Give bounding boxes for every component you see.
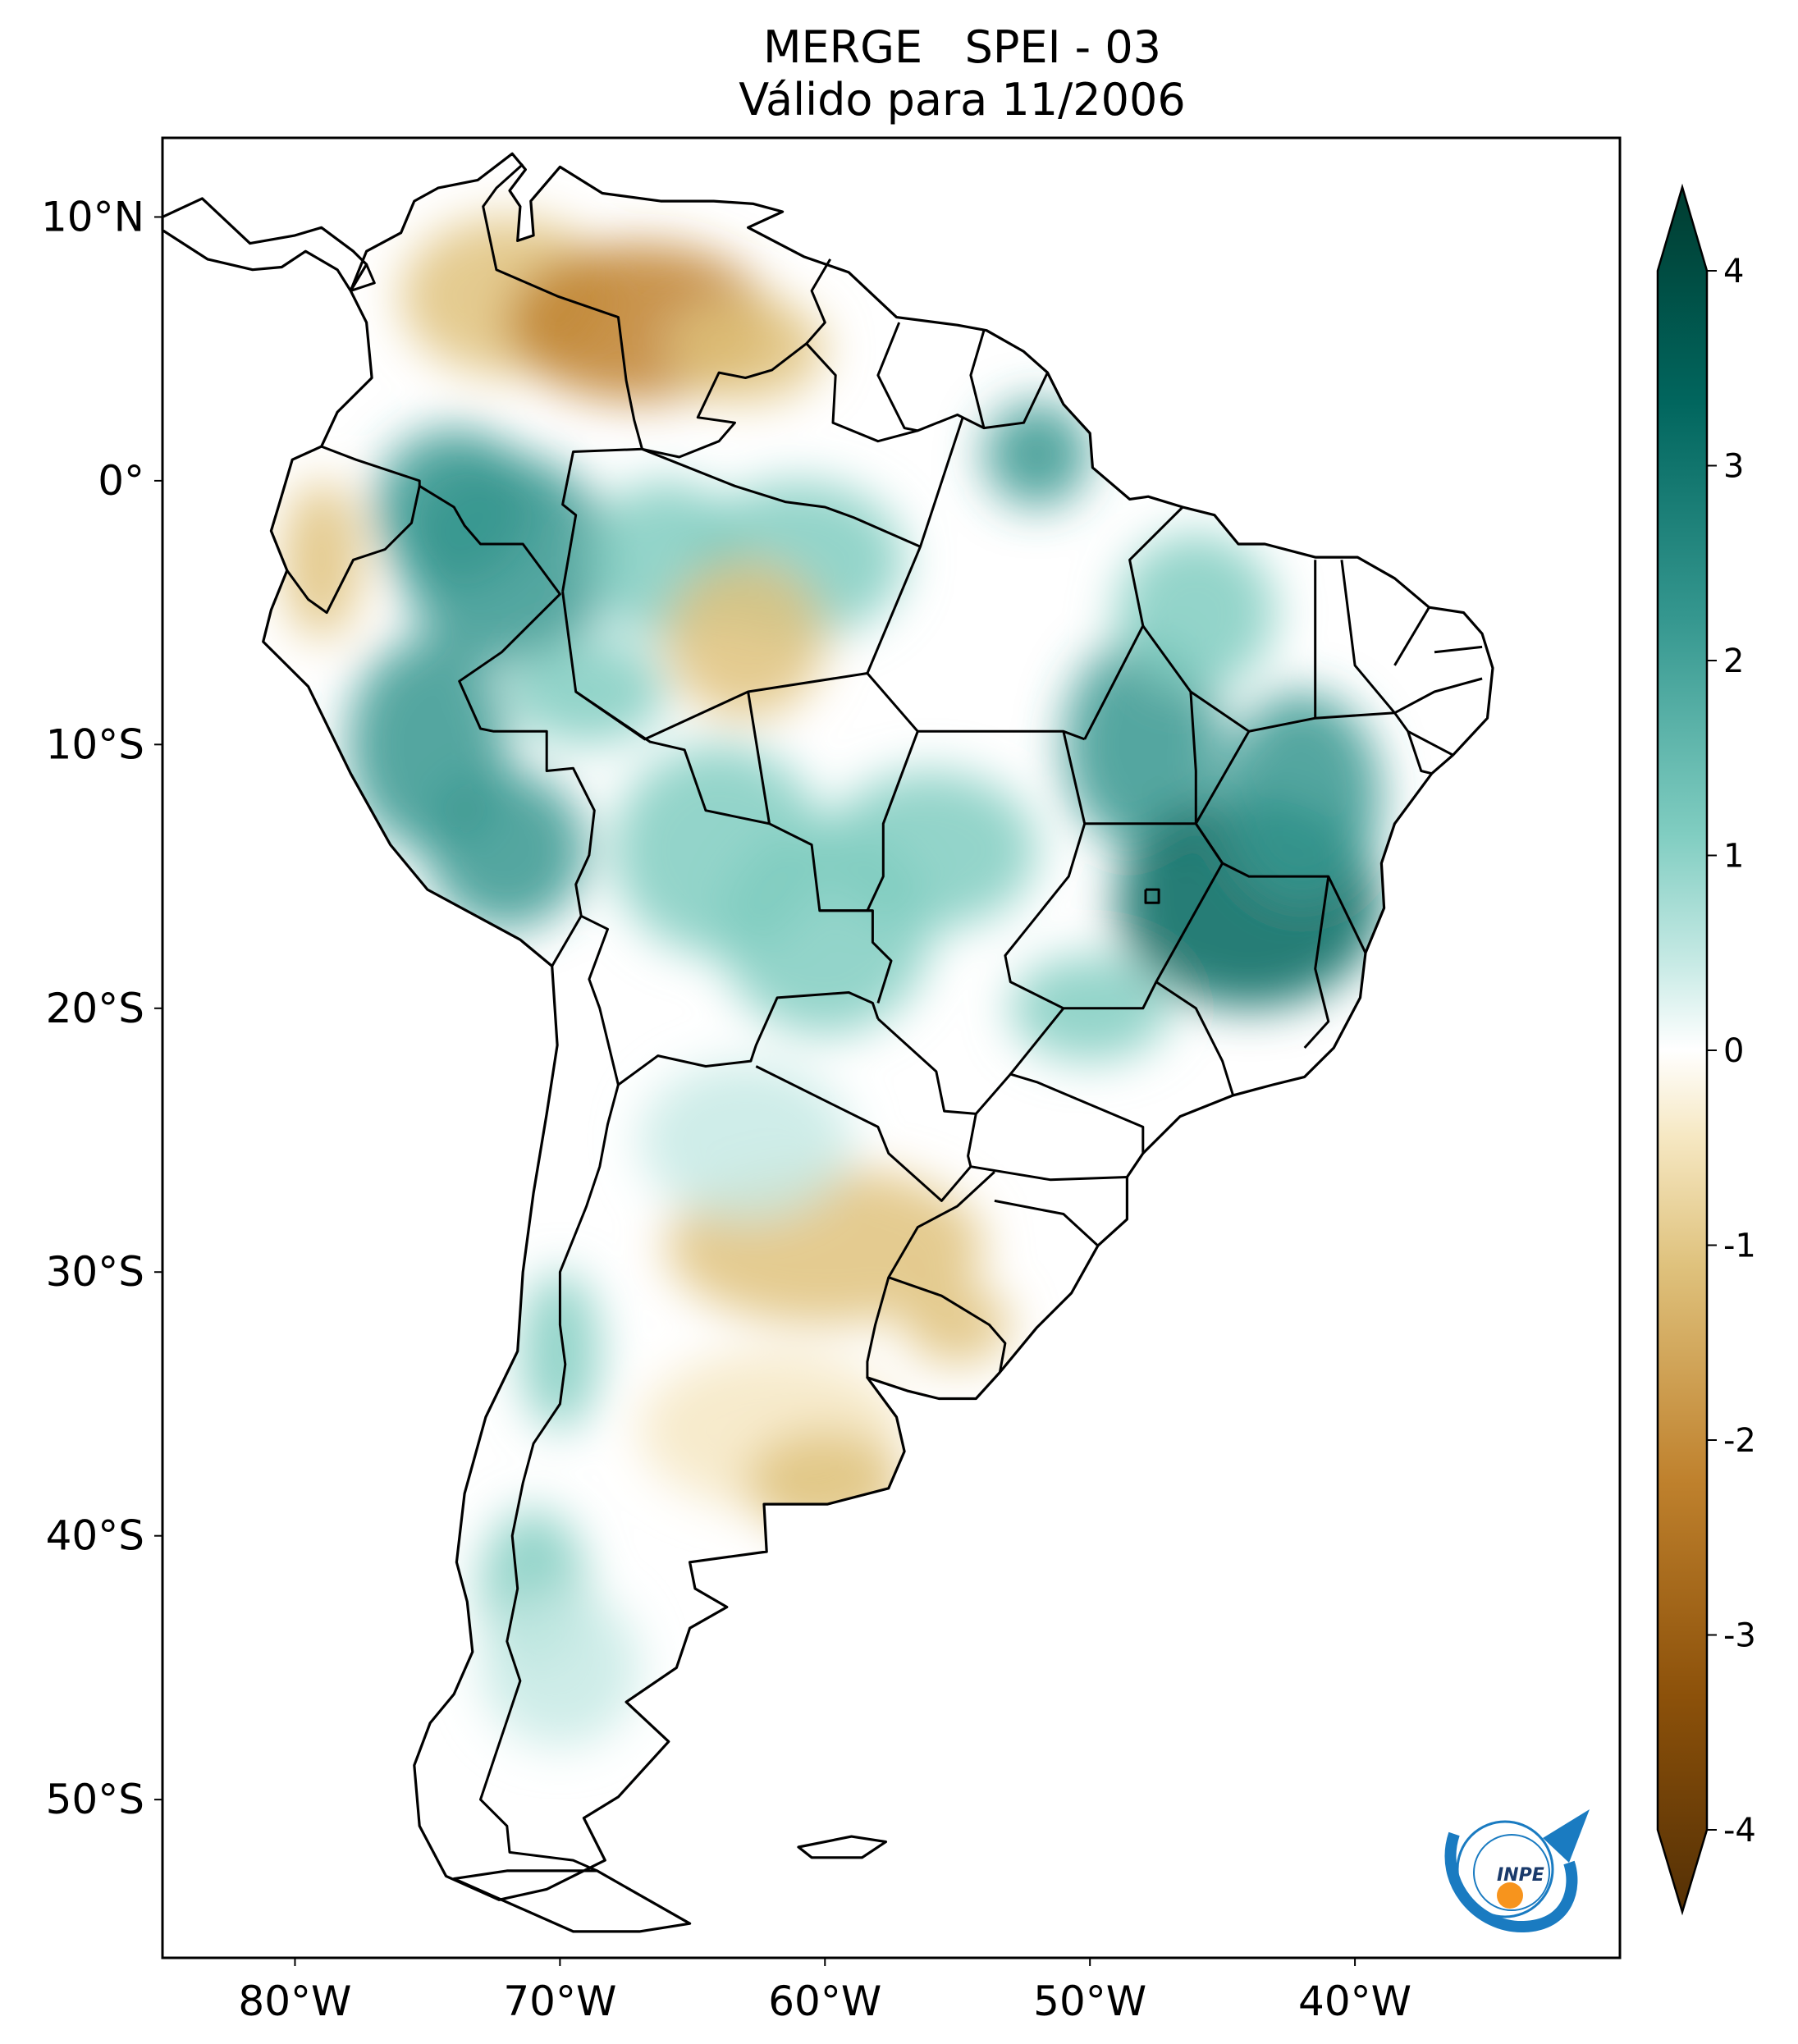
- lat-tick-label: 50°S: [46, 1776, 144, 1823]
- lat-tick-label: 30°S: [46, 1248, 144, 1296]
- lat-tick-label: 40°S: [46, 1512, 144, 1560]
- spei-anomaly-patch: [400, 454, 613, 665]
- border-line: [1303, 876, 1330, 1049]
- border-line: [888, 1276, 1007, 1373]
- map-subtitle: Válido para 11/2006: [739, 74, 1186, 126]
- political-borders: [286, 162, 1483, 1873]
- border-line: [580, 914, 880, 1086]
- border-line: [1194, 730, 1367, 953]
- border-line: [876, 322, 985, 432]
- border-line: [642, 342, 807, 459]
- axis-ticks: 10°N 0° 10°S 20°S 30°S 40°S 50°S 80°W 70°W 60°W 50…: [41, 193, 1411, 2025]
- border-line: [641, 447, 922, 548]
- border-line: [1434, 645, 1483, 654]
- spei-anomaly-patch: [506, 638, 666, 745]
- border-line: [747, 691, 771, 825]
- border-line: [1315, 677, 1483, 720]
- spei-anomaly-patch: [639, 1061, 852, 1219]
- map-title: MERGE SPEI - 03: [762, 21, 1162, 73]
- colorbar-tick-label: -3: [1723, 1617, 1756, 1655]
- border-line: [1084, 624, 1197, 825]
- lon-tick-label: 60°W: [768, 1978, 881, 2025]
- border-line: [866, 730, 919, 912]
- border-line: [975, 1073, 1012, 1115]
- lon-tick-label: 50°W: [1033, 1978, 1146, 2025]
- continent-landmass: [162, 153, 1493, 1932]
- spei-anomaly-patch: [745, 1430, 905, 1536]
- spei-anomaly-patch: [1116, 533, 1276, 693]
- border-line: [321, 445, 596, 967]
- border-line: [1190, 560, 1317, 733]
- border-line: [805, 258, 831, 345]
- colorbar-tick-label: -2: [1723, 1422, 1756, 1460]
- spei-field: [281, 217, 1382, 1747]
- spei-anomaly-patch: [427, 771, 587, 930]
- border-line: [969, 330, 1049, 430]
- logo-text: INPE: [1497, 1865, 1544, 1886]
- colorbar-tick-label: 0: [1723, 1032, 1744, 1070]
- spei-anomaly-patch: [666, 560, 826, 719]
- spei-anomaly-patch: [666, 295, 826, 402]
- border-line: [1340, 560, 1396, 714]
- spei-anomaly-patch: [281, 480, 362, 639]
- map-frame: [161, 136, 1622, 1959]
- colorbar-bar: [1656, 183, 1709, 1916]
- spei-anomaly-patch: [480, 1588, 640, 1747]
- lon-tick-label: 80°W: [238, 1978, 351, 2025]
- border-line: [350, 263, 376, 292]
- border-line: [970, 1165, 1128, 1182]
- colorbar-tick-label: 2: [1723, 642, 1744, 680]
- lon-tick-label: 70°W: [503, 1978, 616, 2025]
- lat-tick-label: 10°S: [46, 720, 144, 768]
- spei-anomaly-patch: [519, 1272, 600, 1431]
- coastline: [161, 152, 1494, 1933]
- border-line: [1144, 888, 1160, 904]
- colorbar: 4 3 2 1 0 -1 -2 -3 -4: [1656, 183, 1756, 1916]
- spei-anomaly-patch: [1063, 638, 1223, 850]
- border-line: [482, 162, 643, 592]
- border-line: [805, 342, 918, 443]
- lat-tick-label: 20°S: [46, 985, 144, 1032]
- colorbar-tick-label: -1: [1723, 1228, 1756, 1265]
- border-line: [1393, 606, 1430, 666]
- border-line: [1009, 1007, 1145, 1154]
- border-line: [286, 485, 421, 615]
- colorbar-tick-label: 1: [1723, 838, 1744, 876]
- border-line: [1155, 981, 1235, 1096]
- spei-anomaly-patch: [825, 771, 1037, 930]
- lat-tick-label: 0°: [98, 457, 144, 505]
- colorbar-tick-label: -4: [1723, 1812, 1756, 1850]
- border-line: [1083, 505, 1184, 740]
- border-line: [1407, 730, 1433, 775]
- border-line: [1004, 730, 1224, 1010]
- spei-anomaly-patch: [984, 401, 1091, 508]
- inpe-logo: INPE: [1444, 1809, 1590, 1933]
- lat-tick-label: 10°N: [41, 193, 144, 240]
- lon-tick-label: 40°W: [1298, 1978, 1411, 2025]
- border-line: [479, 1084, 620, 1873]
- spei-anomaly-patch: [1222, 692, 1382, 903]
- spei-anomaly-patch: [904, 1285, 1011, 1365]
- colorbar-tick-label: 3: [1723, 448, 1744, 486]
- colorbar-tick-label: 4: [1723, 253, 1744, 290]
- border-line: [994, 1199, 1099, 1247]
